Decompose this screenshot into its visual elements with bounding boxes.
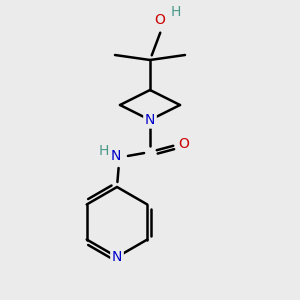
Text: O: O (154, 13, 165, 27)
Text: H: H (99, 144, 109, 158)
Text: H: H (171, 5, 181, 19)
Text: O: O (178, 137, 189, 151)
Text: N: N (111, 149, 121, 163)
Text: N: N (112, 250, 122, 264)
Text: N: N (145, 113, 155, 127)
